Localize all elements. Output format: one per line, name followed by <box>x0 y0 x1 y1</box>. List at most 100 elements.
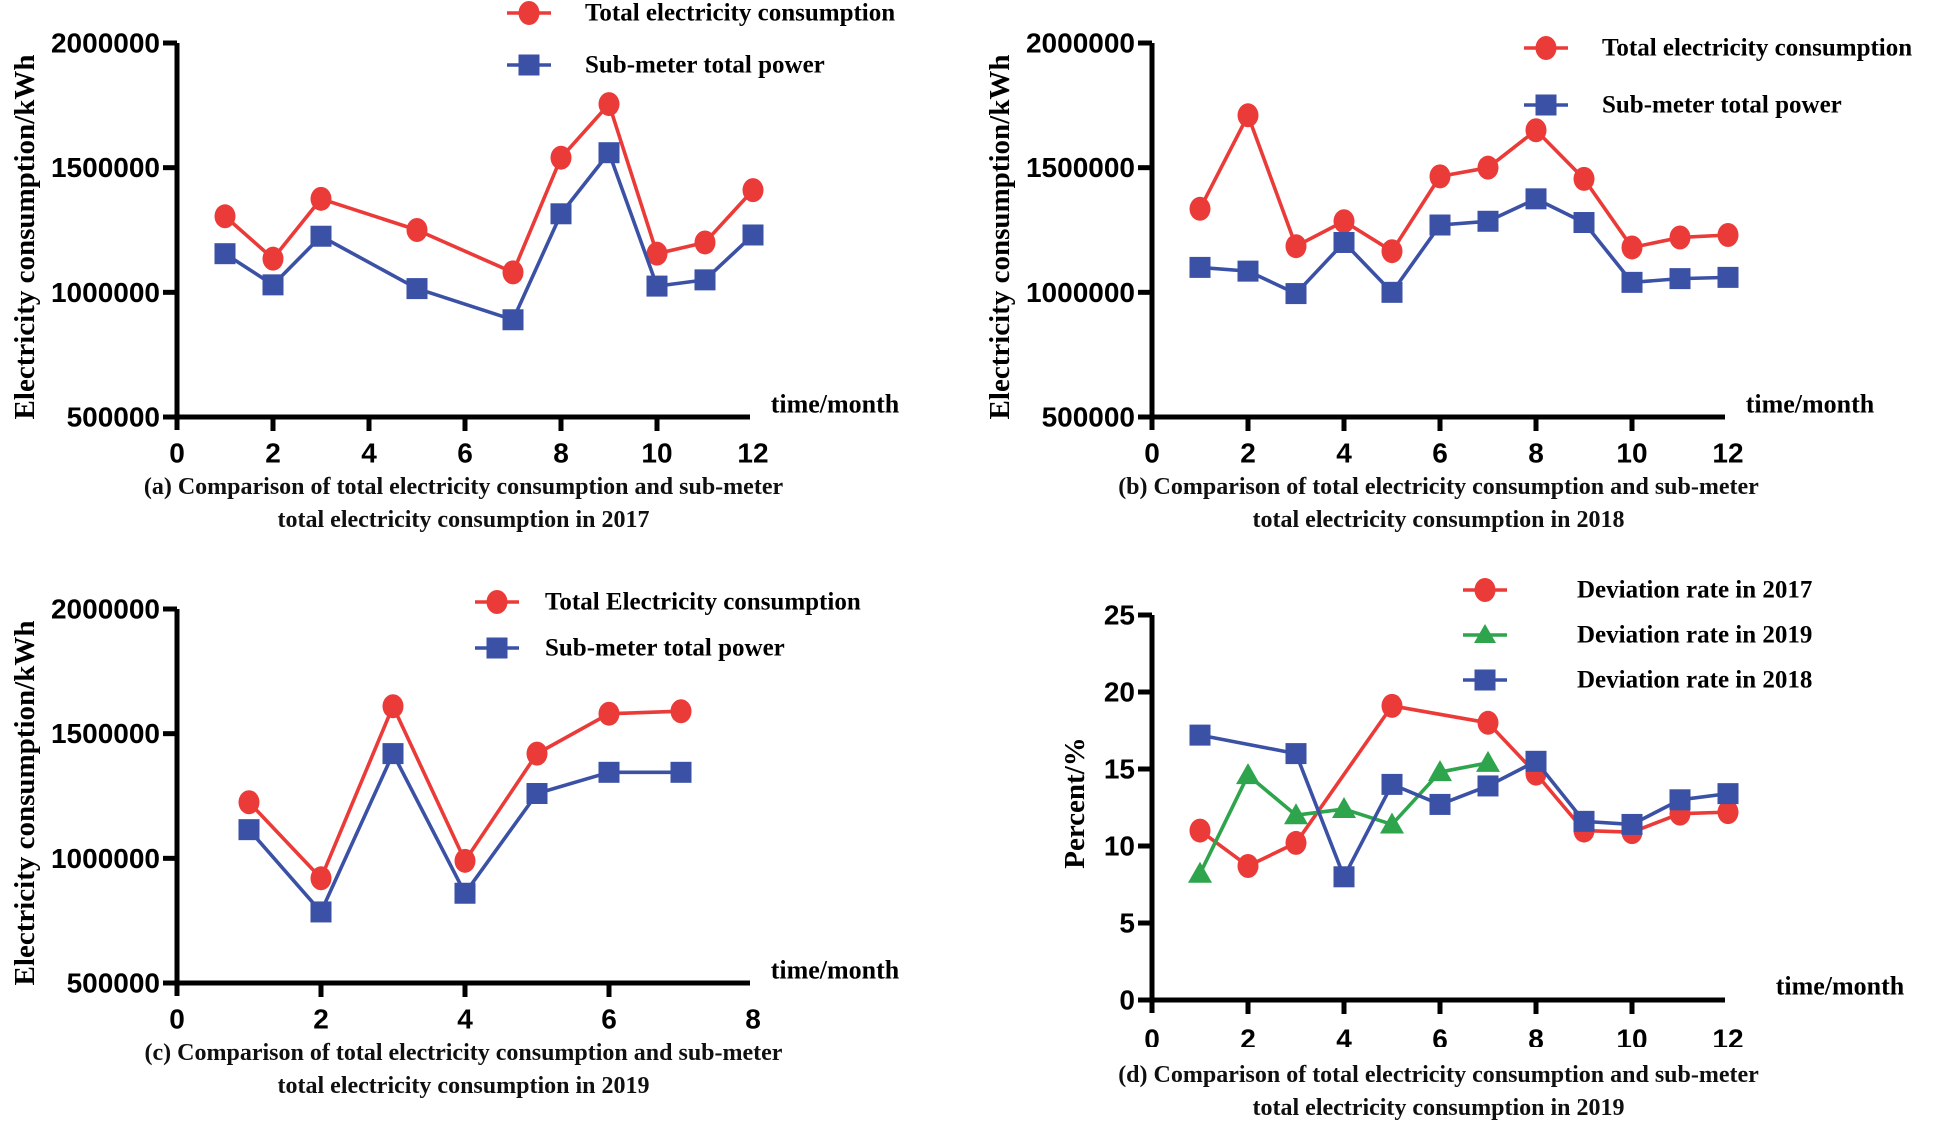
x-tick-label: 10 <box>1616 438 1647 469</box>
axes <box>163 609 750 996</box>
y-ticks: 500000 1000000 1500000 2000000 <box>1026 28 1152 433</box>
panel-a: 500000 1000000 1500000 2000000 0 2 4 6 8 10 12 Tota… <box>0 0 975 566</box>
data-point-marker <box>526 783 548 805</box>
data-point-marker <box>694 269 716 291</box>
data-point-marker <box>1285 743 1307 765</box>
caption-line: total electricity consumption in 2019 <box>1253 1095 1625 1121</box>
x-tick-label: 8 <box>745 1004 761 1035</box>
legend-label: Sub-meter total power <box>1602 92 1842 119</box>
square-marker-icon <box>1474 669 1496 691</box>
y-tick-label: 1500000 <box>51 718 160 749</box>
data-point-marker <box>1333 866 1355 888</box>
x-tick-label: 8 <box>1528 438 1544 469</box>
series-total-electricity-consumption <box>1189 103 1739 264</box>
legend-label: Deviation rate in 2017 <box>1577 577 1812 604</box>
circle-marker-icon <box>1474 578 1496 602</box>
x-tick-label: 0 <box>169 438 185 469</box>
data-point-marker <box>1381 693 1403 718</box>
data-point-marker <box>670 761 692 783</box>
x-tick-label: 8 <box>553 438 569 469</box>
data-point-marker <box>1237 103 1259 128</box>
data-point-marker <box>310 186 332 211</box>
legend: Total electricity consumption Sub-meter t… <box>507 0 895 79</box>
data-point-marker <box>1477 210 1499 232</box>
y-tick-label: 10 <box>1104 831 1135 862</box>
x-axis-title: time/month <box>1776 972 1905 1001</box>
data-point-marker <box>1477 155 1499 180</box>
y-axis-title: Electricity consumption/kWh <box>9 621 41 986</box>
x-tick-label: 6 <box>457 438 473 469</box>
series-total-electricity-consumption <box>238 694 692 891</box>
chart-a-canvas: 500000 1000000 1500000 2000000 0 2 4 6 8 10 12 Tota… <box>9 0 900 533</box>
data-point-marker <box>1573 810 1595 832</box>
series-sub-meter-total-power <box>214 142 764 331</box>
x-tick-label: 10 <box>641 438 672 469</box>
data-point-marker <box>310 901 332 923</box>
series-line <box>223 150 755 322</box>
legend: Total Electricity consumption Sub-meter t… <box>475 589 861 662</box>
panel-c: 500000 1000000 1500000 2000000 0 2 4 6 8 Total El… <box>0 566 975 1132</box>
data-point-marker <box>646 275 668 297</box>
series-line <box>223 102 755 275</box>
square-marker-icon <box>486 637 508 659</box>
legend-label: Total electricity consumption <box>585 0 895 27</box>
x-tick-label: 12 <box>1712 438 1743 469</box>
legend-entry: Total electricity consumption <box>507 0 895 27</box>
caption-line: (d) Comparison of total electricity cons… <box>1118 1062 1759 1088</box>
data-point-marker <box>598 142 620 164</box>
x-tick-label: 6 <box>1432 438 1448 469</box>
x-tick-label: 0 <box>1144 1024 1160 1055</box>
data-point-marker <box>1333 231 1355 253</box>
data-point-marker <box>1189 818 1211 843</box>
y-ticks: 0 5 10 15 20 25 <box>1104 600 1152 1016</box>
data-point-marker <box>1285 830 1307 855</box>
series-deviation-rate-in-2019 <box>1188 750 1500 883</box>
data-point-marker <box>1429 214 1451 236</box>
data-point-marker <box>1669 225 1691 250</box>
data-point-marker <box>310 225 332 247</box>
data-point-marker <box>1237 260 1259 282</box>
circle-marker-icon <box>518 1 540 25</box>
data-point-marker <box>238 819 260 841</box>
data-point-marker <box>1573 166 1595 191</box>
y-tick-label: 20 <box>1104 677 1135 708</box>
legend-label: Deviation rate in 2019 <box>1577 622 1812 649</box>
caption-line: total electricity consumption in 2019 <box>278 1073 650 1099</box>
legend-label: Sub-meter total power <box>545 635 785 662</box>
series-sub-meter-total-power <box>238 743 692 923</box>
x-tick-label: 2 <box>1240 1024 1256 1055</box>
data-point-marker <box>1380 812 1404 834</box>
data-point-marker <box>1189 724 1211 746</box>
data-point-marker <box>1717 800 1739 825</box>
data-point-marker <box>550 145 572 170</box>
data-point-marker <box>1525 750 1547 772</box>
data-point-marker <box>1477 775 1499 797</box>
x-tick-label: 6 <box>601 1004 617 1035</box>
series-deviation-rate-in-2017 <box>1189 693 1739 879</box>
x-tick-label: 2 <box>313 1004 329 1035</box>
legend: Deviation rate in 2017 Deviation rate in … <box>1463 577 1812 694</box>
y-tick-label: 2000000 <box>51 594 160 625</box>
panel-d: 0 5 10 15 20 25 0 2 4 6 8 10 12 Deviation rate in 201… <box>975 566 1950 1132</box>
data-point-marker <box>1381 773 1403 795</box>
data-point-marker <box>1189 256 1211 278</box>
y-ticks: 500000 1000000 1500000 2000000 <box>51 594 177 999</box>
data-point-marker <box>1476 750 1500 772</box>
y-tick-label: 0 <box>1119 985 1135 1016</box>
legend-entry: Deviation rate in 2019 <box>1463 622 1812 649</box>
square-marker-icon <box>518 54 540 76</box>
y-tick-label: 2000000 <box>1026 28 1135 59</box>
triangle-up-marker-icon <box>1474 624 1496 643</box>
data-point-marker <box>1188 861 1212 883</box>
data-point-marker <box>1525 118 1547 143</box>
series-deviation-rate-in-2018 <box>1189 724 1739 888</box>
y-ticks: 500000 1000000 1500000 2000000 <box>51 28 177 433</box>
data-point-marker <box>1717 783 1739 805</box>
caption-line: total electricity consumption in 2018 <box>1253 507 1625 533</box>
y-axis-title: Percent/% <box>1059 737 1091 869</box>
axes <box>1138 43 1725 430</box>
data-point-marker <box>526 741 548 766</box>
legend-entry: Total electricity consumption <box>1524 35 1912 62</box>
